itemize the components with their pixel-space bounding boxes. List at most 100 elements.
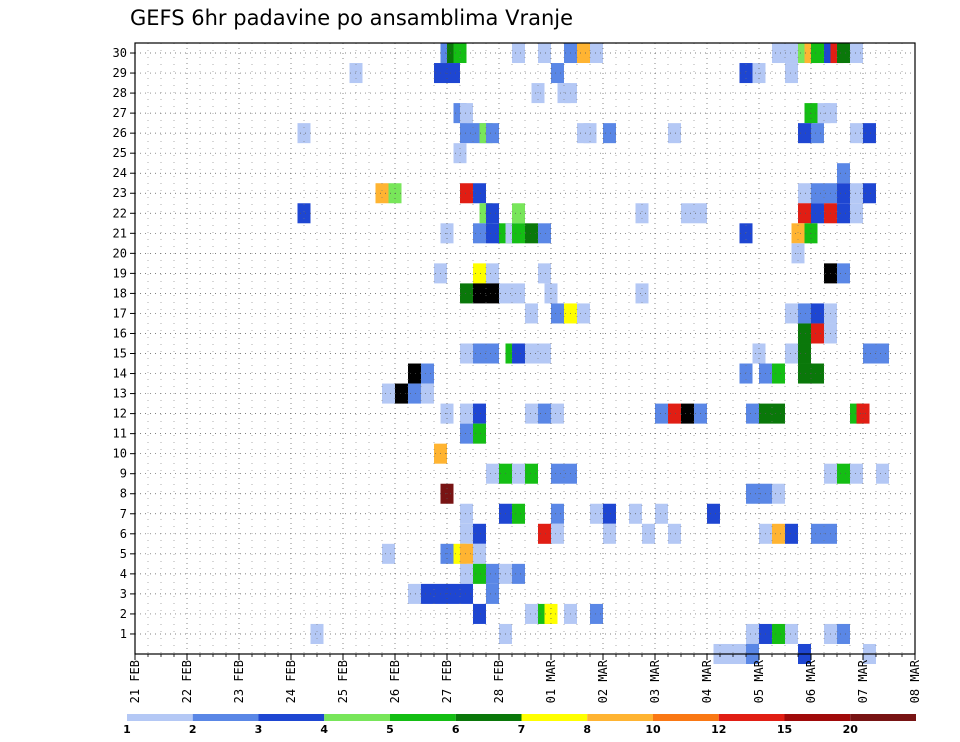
y-tick-label: 13 — [113, 387, 127, 401]
heatmap-cell — [460, 543, 473, 564]
heatmap-cell — [486, 463, 499, 484]
heatmap-cell — [811, 43, 824, 64]
heatmap-cell — [772, 403, 785, 424]
heatmap-cell — [772, 483, 785, 504]
heatmap-cell — [473, 223, 486, 244]
heatmap-cell — [811, 323, 824, 344]
heatmap-cell — [791, 223, 805, 244]
colorbar-swatch — [521, 714, 588, 721]
heatmap-cell — [837, 183, 850, 204]
heatmap-cell — [837, 43, 850, 64]
heatmap-cell — [473, 283, 486, 304]
heatmap-cell — [473, 423, 486, 444]
heatmap-cell — [408, 383, 421, 404]
heatmap-cell — [785, 343, 798, 364]
x-tick-label: 02 MAR — [596, 659, 610, 703]
colorbar-swatch — [587, 714, 653, 721]
heatmap-cell — [460, 503, 473, 524]
heatmap-cell — [551, 403, 564, 424]
heatmap-cell — [850, 463, 863, 484]
x-tick-label: 22 FEB — [180, 660, 194, 703]
heatmap-cell — [798, 303, 811, 324]
grid-layer — [135, 43, 915, 654]
heatmap-cell — [785, 523, 798, 544]
y-tick-label: 4 — [120, 567, 127, 581]
x-tick-label: 04 MAR — [700, 659, 714, 703]
colorbar-label: 1 — [123, 723, 131, 736]
heatmap-cell — [863, 123, 876, 144]
heatmap-cell — [850, 203, 863, 224]
heatmap-cell — [798, 183, 811, 204]
heatmap-cell — [538, 523, 551, 544]
colorbar-swatch — [127, 714, 193, 721]
heatmap-cell — [655, 403, 668, 424]
x-tick-label: 28 FEB — [492, 660, 506, 703]
heatmap-cell — [850, 43, 863, 64]
heatmap-cell — [486, 283, 499, 304]
y-tick-label: 30 — [113, 46, 127, 60]
heatmap-cell — [590, 503, 603, 524]
heatmap-cell — [538, 403, 551, 424]
heatmap-cell — [421, 583, 434, 604]
heatmap-cell — [473, 403, 486, 424]
heatmap-cell — [590, 43, 603, 64]
heatmap-cell — [551, 63, 564, 84]
colorbar-swatch — [718, 714, 785, 721]
x-axis: 21 FEB 22 FEB 23 FEB 24 FEB 25 FEB 26 FEB 27 F… — [128, 654, 922, 703]
heatmap-cell — [395, 383, 408, 404]
y-tick-label: 22 — [113, 206, 127, 220]
y-tick-label: 28 — [113, 86, 127, 100]
heatmap-cell — [460, 283, 473, 304]
x-tick-label: 01 MAR — [544, 659, 558, 703]
heatmap-cell — [837, 203, 850, 224]
heatmap-cell — [525, 403, 538, 424]
y-tick-label: 26 — [113, 126, 127, 140]
colorbar-label: 2 — [189, 723, 197, 736]
heatmap-cell — [811, 183, 824, 204]
heatmap-cell — [512, 343, 525, 364]
heatmap-cell — [798, 203, 811, 224]
heatmap-cell — [850, 183, 863, 204]
colorbar-swatch — [784, 714, 851, 721]
colorbar-swatch — [455, 714, 522, 721]
heatmap-cell — [460, 343, 473, 364]
heatmap-cell — [837, 463, 850, 484]
heatmap-cell — [772, 363, 785, 384]
y-tick-label: 6 — [120, 527, 127, 541]
x-tick-label: 24 FEB — [284, 660, 298, 703]
heatmap-cell — [512, 463, 525, 484]
y-tick-label: 3 — [120, 587, 127, 601]
colorbar-label: 6 — [452, 723, 460, 736]
y-tick-label: 9 — [120, 467, 127, 481]
heatmap-cell — [512, 203, 525, 224]
colorbar-label: 10 — [645, 723, 661, 736]
heatmap-cell — [590, 603, 603, 624]
heatmap-cell — [525, 223, 538, 244]
heatmap-cell — [876, 463, 889, 484]
x-tick-label: 05 MAR — [752, 659, 766, 703]
heatmap-cell — [655, 503, 668, 524]
heatmap-cell — [473, 343, 486, 364]
heatmap-cell — [512, 283, 525, 304]
colorbar: 1 2 3 4 5 6 7 8 10 12 15 20 — [123, 714, 916, 736]
y-tick-label: 5 — [120, 547, 127, 561]
heatmap-cell — [447, 63, 460, 84]
heatmap-cell — [811, 123, 824, 144]
heatmap-cell — [538, 263, 551, 284]
heatmap-cell — [460, 183, 473, 204]
heatmap-cell — [512, 43, 525, 64]
y-axis: 1234567891011121314151617181920212223242… — [113, 46, 135, 641]
heatmap-cell — [525, 343, 538, 364]
y-tick-label: 11 — [113, 427, 127, 441]
heatmap-cell — [525, 303, 538, 324]
heatmap-cell — [460, 563, 473, 584]
heatmap-cell — [375, 183, 389, 204]
heatmap-cell — [486, 223, 499, 244]
heatmap-cell — [577, 303, 590, 324]
heatmap-cell — [551, 303, 564, 324]
y-tick-label: 10 — [113, 447, 127, 461]
y-tick-label: 8 — [120, 487, 127, 501]
heatmap-cell — [460, 123, 473, 144]
heatmap-cell — [785, 43, 798, 64]
heatmap-cell — [837, 263, 850, 284]
